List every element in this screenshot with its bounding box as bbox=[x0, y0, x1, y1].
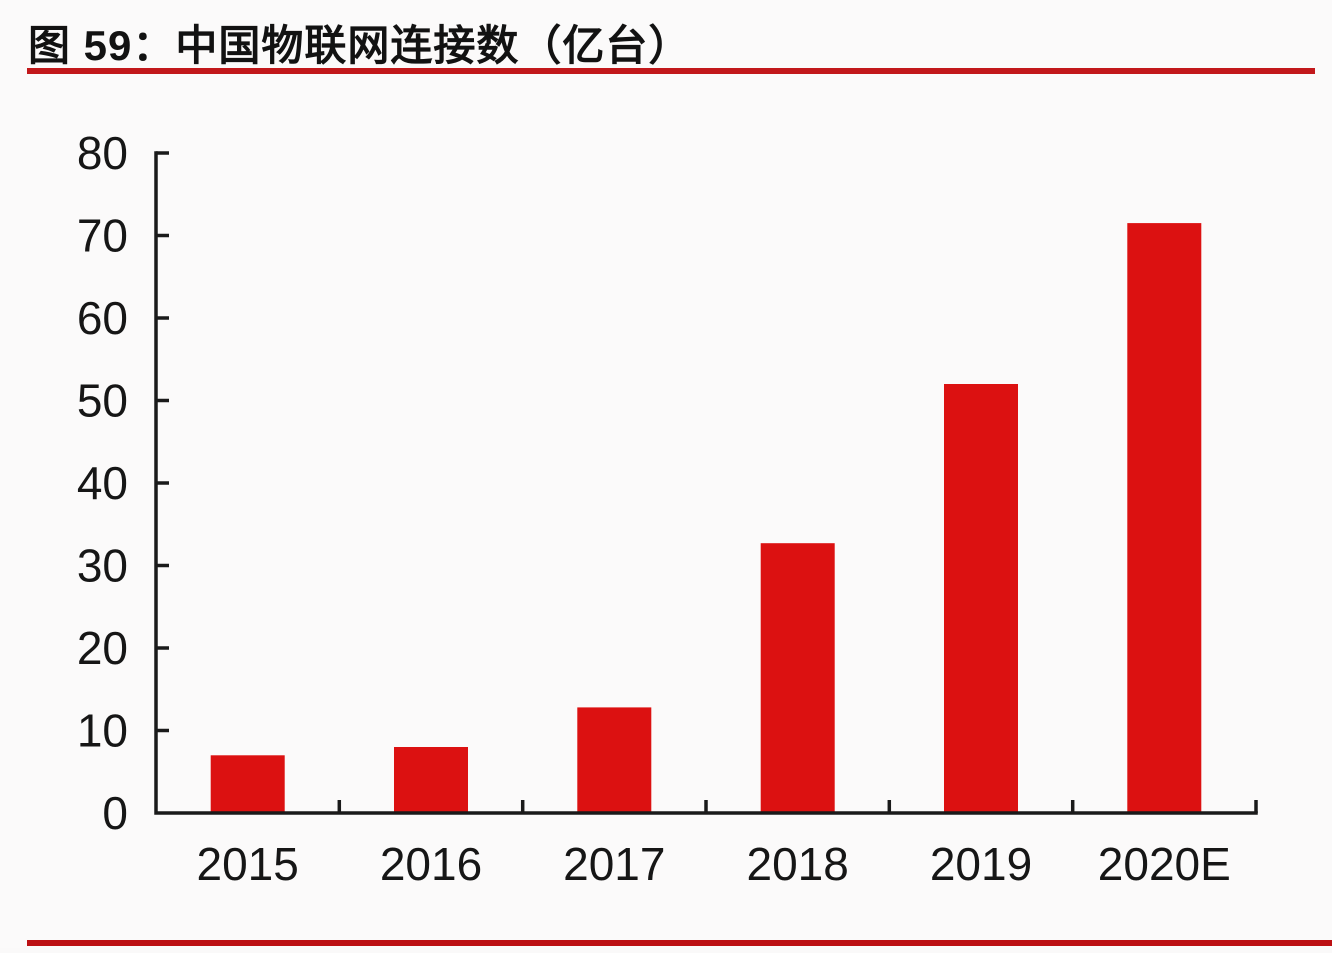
y-axis-label-70: 70 bbox=[77, 210, 128, 262]
x-axis-label-2020E: 2020E bbox=[1098, 838, 1231, 890]
title-underline bbox=[27, 68, 1315, 74]
bar-2016 bbox=[394, 747, 468, 813]
bottom-rule bbox=[27, 940, 1332, 946]
y-axis-label-50: 50 bbox=[77, 375, 128, 427]
x-axis-label-2018: 2018 bbox=[747, 838, 849, 890]
y-axis-label-0: 0 bbox=[102, 787, 128, 839]
bar-2017 bbox=[577, 707, 652, 813]
x-axis-label-2019: 2019 bbox=[930, 838, 1032, 890]
y-axis-label-60: 60 bbox=[77, 292, 128, 344]
bar-2018 bbox=[760, 543, 835, 813]
y-axis-label-30: 30 bbox=[77, 540, 128, 592]
x-axis-label-2015: 2015 bbox=[197, 838, 299, 890]
axes bbox=[154, 151, 1258, 815]
y-axis-label-40: 40 bbox=[77, 457, 128, 509]
figure-title: 图 59：中国物联网连接数（亿台） bbox=[28, 22, 692, 69]
y-axis-label-10: 10 bbox=[77, 705, 128, 757]
bar-2019 bbox=[944, 384, 1018, 813]
y-axis-label-80: 80 bbox=[77, 127, 128, 179]
x-axis-label-2017: 2017 bbox=[563, 838, 665, 890]
bar-2020E bbox=[1127, 223, 1202, 814]
y-axis-label-20: 20 bbox=[77, 622, 128, 674]
x-axis-label-2016: 2016 bbox=[380, 838, 482, 890]
bar-2015 bbox=[210, 755, 285, 814]
